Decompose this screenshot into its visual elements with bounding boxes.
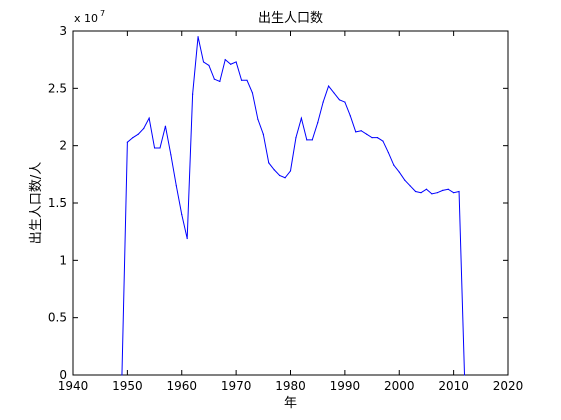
x-tick-label: 2010 <box>438 379 469 393</box>
data-point <box>153 147 156 149</box>
data-point <box>414 190 417 193</box>
data-point <box>327 85 330 87</box>
data-point <box>344 101 346 103</box>
data-point <box>132 137 134 139</box>
data-point <box>382 140 384 142</box>
data-point <box>442 189 444 191</box>
data-point <box>257 118 259 120</box>
data-point <box>322 101 324 103</box>
data-point <box>240 79 243 81</box>
data-point <box>349 115 351 117</box>
data-point <box>360 130 362 132</box>
x-tick-label: 2020 <box>493 379 524 393</box>
data-point <box>251 92 254 94</box>
data-point <box>355 131 357 133</box>
data-point <box>458 190 460 193</box>
data-point <box>376 137 379 139</box>
data-point <box>192 93 194 95</box>
x-tick-label: 1940 <box>58 379 89 393</box>
data-point <box>159 147 161 149</box>
data-point <box>208 64 210 66</box>
data-point <box>431 193 433 195</box>
data-point <box>186 237 188 240</box>
data-point <box>420 192 422 194</box>
data-point <box>300 117 302 119</box>
data-point <box>126 141 128 143</box>
data-point <box>284 177 286 179</box>
data-point <box>436 192 438 194</box>
data-point <box>387 151 389 154</box>
y-exponent-power: 7 <box>100 9 105 18</box>
chart-title: 出生人口数 <box>258 11 323 26</box>
data-point <box>453 192 455 194</box>
y-exponent-label: x 10 <box>74 12 98 25</box>
data-point <box>181 213 183 216</box>
data-point <box>219 80 221 83</box>
data-point <box>230 63 232 65</box>
data-point <box>447 188 449 190</box>
x-tick-label: 1970 <box>221 379 252 393</box>
data-point <box>317 122 319 124</box>
data-point <box>398 171 400 173</box>
data-point <box>279 174 281 177</box>
data-point <box>246 79 248 81</box>
x-tick-label: 1960 <box>166 379 197 393</box>
data-point <box>404 179 406 181</box>
x-tick-label: 2000 <box>384 379 415 393</box>
data-point <box>121 374 123 376</box>
data-point <box>463 374 466 376</box>
y-axis-label: 出生人口数/人 <box>29 162 44 244</box>
data-point <box>425 188 428 190</box>
x-axis-label: 年 <box>284 396 297 411</box>
data-point <box>202 61 205 63</box>
data-point <box>289 170 292 172</box>
y-tick-label: 3 <box>59 24 67 38</box>
data-point <box>170 154 172 156</box>
data-point <box>393 164 395 166</box>
y-tick-label: 0 <box>59 368 67 382</box>
y-tick-label: 0.5 <box>48 311 67 325</box>
data-point <box>143 127 145 130</box>
data-point <box>273 169 275 171</box>
data-point <box>333 92 335 94</box>
data-point <box>311 139 313 141</box>
data-point <box>338 99 341 101</box>
data-point <box>213 78 215 80</box>
data-point <box>137 133 139 135</box>
data-point <box>306 139 308 141</box>
plot-area-frame <box>72 30 509 376</box>
x-tick-label: 1980 <box>275 379 306 393</box>
data-point <box>235 61 237 63</box>
series-line <box>121 36 465 376</box>
y-tick-label: 2.5 <box>48 81 67 95</box>
data-point <box>268 162 270 164</box>
y-tick-label: 2 <box>59 139 67 153</box>
data-point <box>197 36 199 38</box>
y-tick-label: 1 <box>59 253 67 267</box>
data-point <box>371 137 373 139</box>
data-point <box>262 133 264 135</box>
data-point <box>409 185 411 187</box>
y-tick-label: 1.5 <box>48 196 67 210</box>
data-point <box>148 117 150 119</box>
x-tick-label: 1990 <box>330 379 361 393</box>
data-point <box>224 59 226 61</box>
data-point <box>164 125 167 127</box>
data-point <box>366 133 368 135</box>
x-tick-label: 1950 <box>112 379 143 393</box>
data-point <box>295 137 297 139</box>
data-point <box>175 185 177 187</box>
